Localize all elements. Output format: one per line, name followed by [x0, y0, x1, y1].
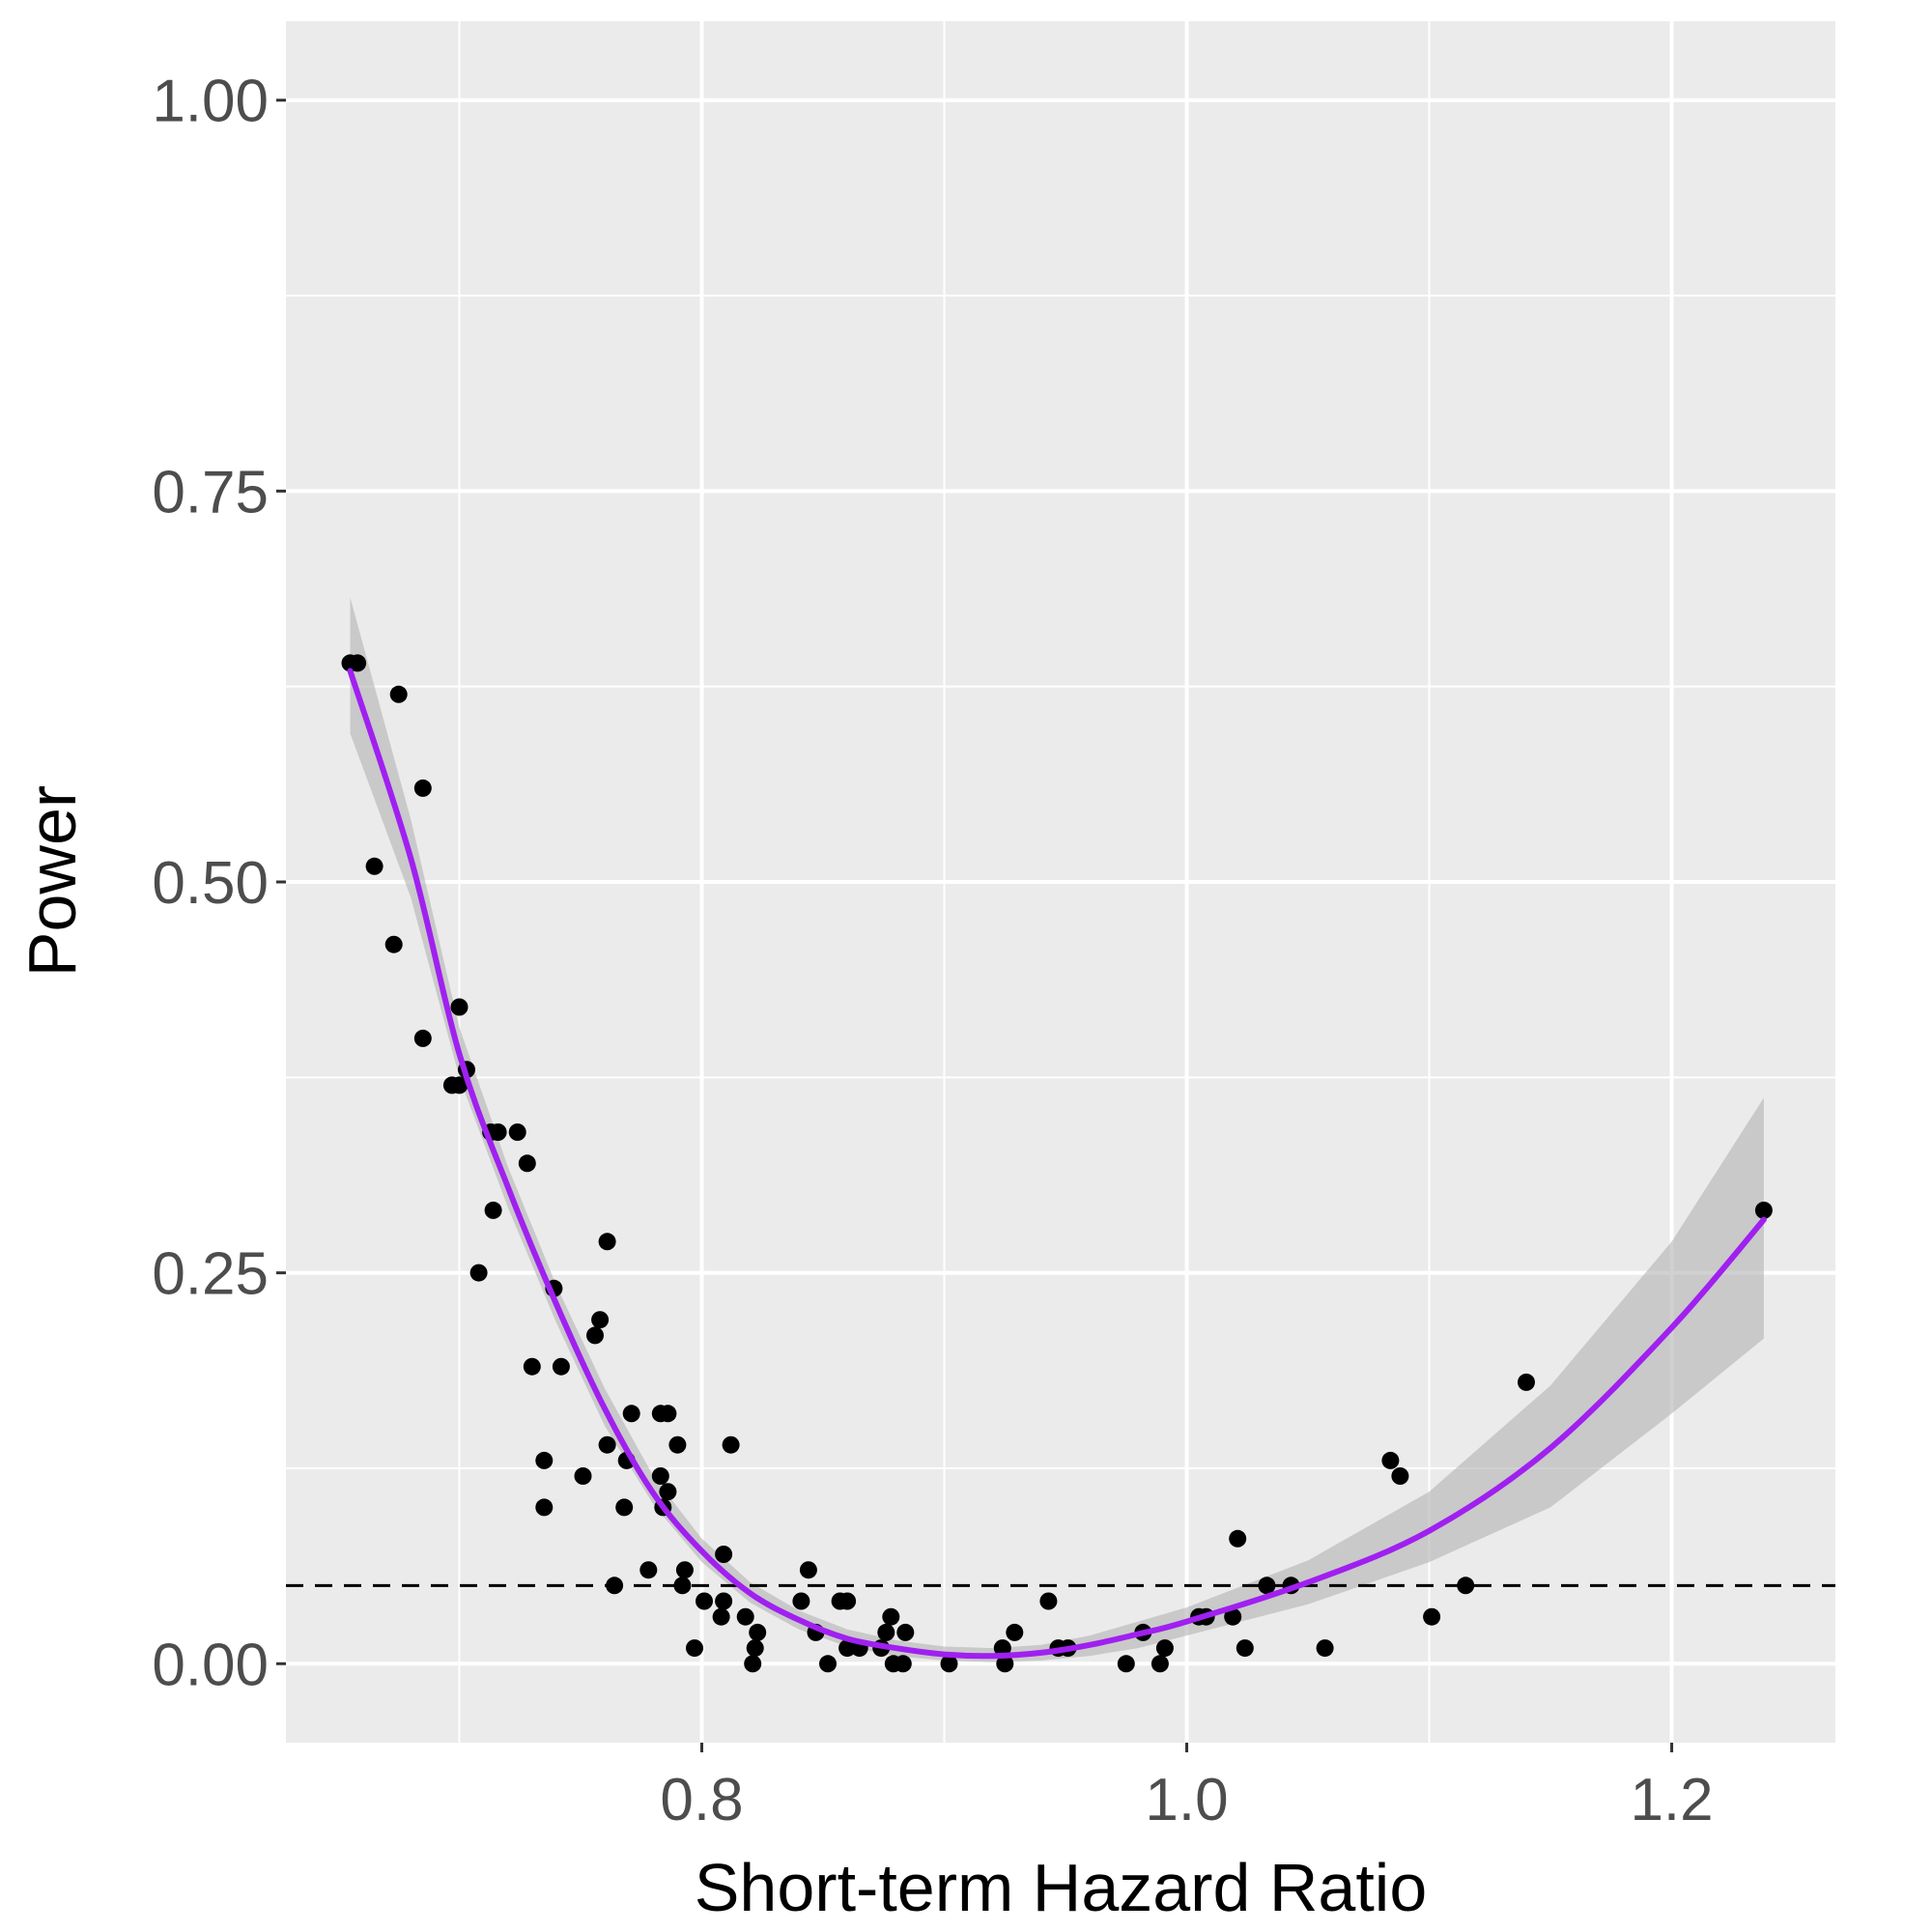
data-point: [882, 1607, 900, 1626]
data-point: [715, 1592, 733, 1610]
y-tick-label: 0.75: [152, 459, 269, 526]
data-point: [598, 1233, 616, 1251]
data-point: [746, 1639, 764, 1658]
y-axis-ticks: 0.00 0.25 0.50 0.75 1.00: [152, 69, 286, 1698]
data-point: [535, 1451, 554, 1469]
data-point: [1229, 1529, 1247, 1548]
data-point: [996, 1655, 1014, 1673]
data-point: [696, 1592, 713, 1610]
data-point: [450, 1076, 469, 1094]
data-point: [591, 1311, 610, 1329]
data-points: [341, 654, 1773, 1673]
data-point: [894, 1655, 912, 1673]
data-point: [469, 1264, 488, 1282]
data-point: [668, 1435, 687, 1454]
data-point: [659, 1405, 677, 1423]
data-point: [413, 1029, 432, 1047]
data-point: [651, 1467, 669, 1485]
data-point: [715, 1546, 733, 1563]
x-axis-ticks: 0.8 1.0 1.2: [660, 1743, 1714, 1833]
data-point: [1258, 1577, 1276, 1595]
data-point: [523, 1357, 541, 1376]
data-point: [586, 1326, 604, 1345]
data-point: [1518, 1373, 1535, 1391]
y-tick-label: 0.25: [152, 1241, 269, 1308]
data-point: [1236, 1639, 1254, 1658]
data-point: [1117, 1655, 1135, 1673]
data-point: [1457, 1577, 1475, 1595]
data-point: [535, 1498, 554, 1517]
x-axis-title: Short-term Hazard Ratio: [695, 1850, 1428, 1925]
data-point: [349, 654, 367, 672]
x-tick-label: 1.2: [1630, 1767, 1713, 1833]
data-point: [450, 998, 469, 1016]
data-point: [484, 1201, 502, 1219]
data-point: [673, 1577, 692, 1595]
data-point: [489, 1123, 507, 1141]
data-point: [508, 1123, 526, 1141]
data-point: [1151, 1655, 1169, 1673]
data-point: [993, 1639, 1011, 1658]
data-point: [606, 1577, 624, 1595]
data-point: [1391, 1467, 1409, 1485]
data-point: [749, 1623, 767, 1641]
data-point: [659, 1483, 677, 1501]
data-point: [639, 1561, 658, 1579]
y-tick-label: 0.50: [152, 850, 269, 917]
data-point: [615, 1498, 634, 1517]
data-point: [413, 779, 432, 797]
data-point: [799, 1561, 817, 1579]
major-gridlines: [286, 21, 1835, 1743]
data-point: [686, 1639, 703, 1658]
fit-line: [347, 668, 1767, 1660]
data-point: [792, 1592, 810, 1610]
data-point: [552, 1357, 570, 1376]
data-point: [1754, 1201, 1773, 1219]
data-point: [384, 935, 403, 953]
data-point: [744, 1655, 762, 1673]
data-point: [896, 1623, 915, 1641]
data-point: [877, 1623, 895, 1641]
data-point: [838, 1592, 857, 1610]
data-point: [622, 1405, 640, 1423]
y-tick-label: 1.00: [152, 69, 269, 135]
data-point: [389, 685, 408, 703]
data-point: [574, 1467, 592, 1485]
data-point: [675, 1561, 694, 1579]
y-axis-title: Power: [14, 785, 90, 977]
y-tick-label: 0.00: [152, 1632, 269, 1698]
data-point: [712, 1607, 730, 1626]
data-point: [518, 1154, 536, 1173]
data-point: [598, 1435, 616, 1454]
data-point: [1316, 1639, 1334, 1658]
x-tick-label: 0.8: [660, 1767, 743, 1833]
data-point: [1423, 1607, 1441, 1626]
data-point: [838, 1639, 857, 1658]
data-point: [1155, 1639, 1174, 1658]
data-point: [1006, 1623, 1024, 1641]
data-point: [1381, 1451, 1400, 1469]
data-point: [1224, 1607, 1242, 1626]
data-point: [736, 1607, 754, 1626]
data-point: [365, 857, 384, 875]
data-point: [819, 1655, 837, 1673]
data-point: [722, 1435, 740, 1454]
data-point: [940, 1655, 958, 1673]
data-point: [1039, 1592, 1058, 1610]
x-tick-label: 1.0: [1145, 1767, 1228, 1833]
